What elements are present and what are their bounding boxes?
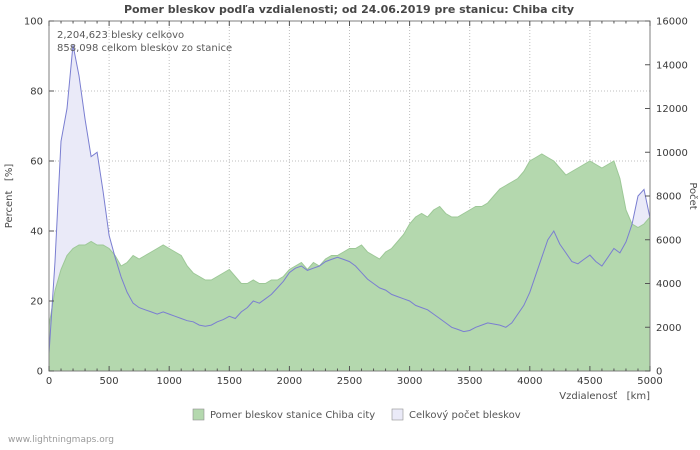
- legend-label-station-ratio: Pomer bleskov stanice Chiba city: [210, 410, 375, 421]
- svg-text:0: 0: [656, 367, 662, 378]
- station-strikes-annotation: 858,098 celkom bleskov zo stanice: [57, 43, 232, 54]
- svg-text:60: 60: [30, 157, 43, 168]
- svg-text:4500: 4500: [577, 376, 602, 387]
- station-ratio-area: [48, 153, 651, 372]
- svg-text:10000: 10000: [656, 148, 688, 159]
- svg-text:5000: 5000: [637, 376, 662, 387]
- svg-text:16000: 16000: [656, 17, 688, 28]
- legend-swatch-station-ratio: [192, 408, 205, 421]
- svg-text:0: 0: [37, 367, 43, 378]
- svg-text:40: 40: [30, 227, 43, 238]
- plot-area: 0 500 1000 1500 2000 2500 3000 3500 4000 4500 5000…: [24, 17, 688, 388]
- svg-text:0: 0: [46, 376, 52, 387]
- svg-text:6000: 6000: [656, 235, 681, 246]
- svg-text:12000: 12000: [656, 104, 688, 115]
- svg-text:2000: 2000: [277, 376, 302, 387]
- watermark-link[interactable]: www.lightningmaps.org: [8, 435, 114, 445]
- svg-text:1500: 1500: [217, 376, 242, 387]
- legend: Pomer bleskov stanice Chiba city Celkový…: [192, 408, 521, 421]
- svg-text:4000: 4000: [656, 279, 681, 290]
- chart-title: Pomer bleskov podľa vzdialenosti; od 24.…: [124, 3, 574, 16]
- svg-text:20: 20: [30, 297, 43, 308]
- svg-text:500: 500: [100, 376, 119, 387]
- total-count-line: [48, 45, 651, 354]
- svg-text:3000: 3000: [397, 376, 422, 387]
- svg-text:3500: 3500: [457, 376, 482, 387]
- x-axis-label: Vzdialenosť [km]: [559, 390, 650, 402]
- svg-text:1000: 1000: [156, 376, 181, 387]
- total-strikes-annotation: 2,204,623 blesky celkovo: [57, 30, 184, 41]
- legend-label-total-count: Celkový počet bleskov: [409, 409, 521, 421]
- svg-text:2500: 2500: [337, 376, 362, 387]
- y-axis-left-label: Percent [%]: [4, 164, 15, 229]
- svg-text:2000: 2000: [656, 323, 681, 334]
- svg-text:14000: 14000: [656, 60, 688, 71]
- svg-text:4000: 4000: [517, 376, 542, 387]
- svg-text:8000: 8000: [656, 192, 681, 203]
- y-axis-right-label: Počet: [687, 182, 699, 209]
- svg-text:80: 80: [30, 87, 43, 98]
- svg-text:100: 100: [24, 17, 43, 28]
- legend-swatch-total-count: [391, 408, 404, 421]
